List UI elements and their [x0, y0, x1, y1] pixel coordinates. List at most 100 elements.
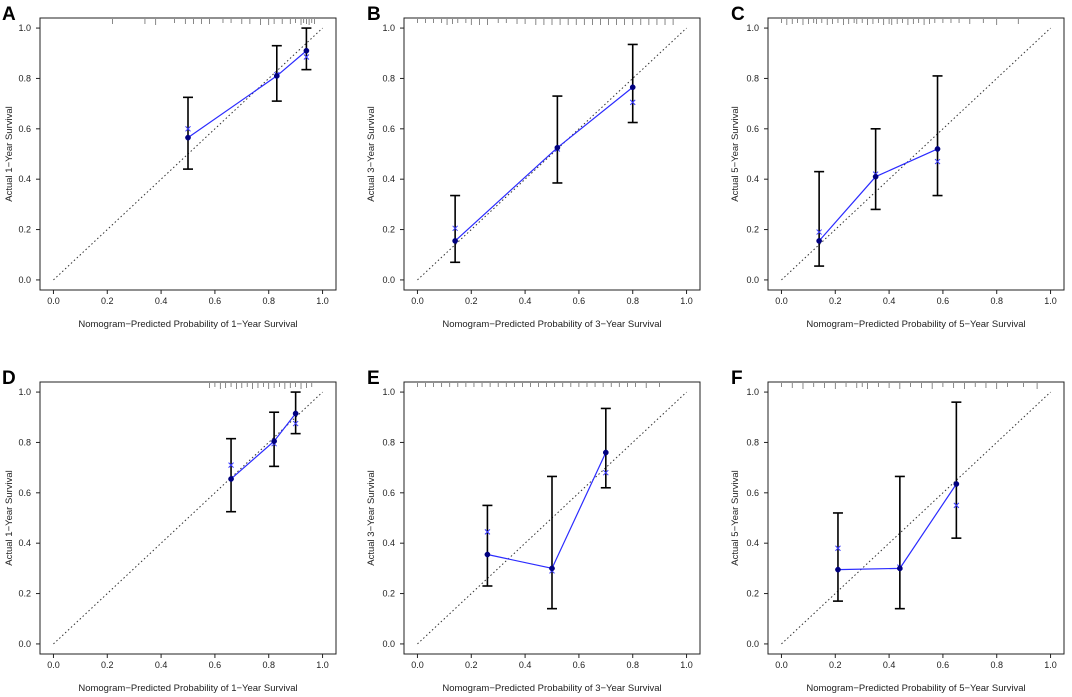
x-tick-label: 1.0	[680, 660, 693, 670]
y-tick-label: 1.0	[746, 387, 759, 397]
y-tick-label: 1.0	[746, 23, 759, 33]
x-tick-label: 0.2	[101, 296, 114, 306]
calibration-panel-c: C 0.0 0.0 0.2 0.2 0.4 0.4 0.6 0.6 0.8 0.8 1.0 1.0 Nom…	[730, 4, 1065, 330]
observed-point	[897, 565, 903, 572]
y-tick-label: 0.6	[746, 124, 759, 134]
panel-letter: B	[367, 4, 381, 25]
x-tick-label: 0.8	[626, 296, 639, 306]
calibration-line	[487, 452, 607, 570]
x-tick-label: 0.0	[47, 296, 60, 306]
bias-corrected-marker	[484, 528, 491, 535]
bias-corrected-marker	[228, 462, 234, 468]
plot-frame	[403, 17, 701, 291]
panel-letter: A	[2, 4, 16, 25]
y-tick-label: 0.2	[382, 225, 395, 235]
y-tick-label: 0.4	[382, 538, 395, 548]
y-tick-label: 0.0	[18, 275, 31, 285]
x-axis-title: Nomogram−Predicted Probability of 5−Year…	[806, 683, 1025, 694]
y-tick-label: 0.6	[382, 124, 395, 134]
y-axis-title: Actual 5−Year Survival	[730, 470, 741, 566]
observed-point	[303, 47, 310, 54]
y-tick-label: 0.2	[382, 589, 395, 599]
y-tick-label: 1.0	[18, 387, 31, 397]
x-tick-label: 0.8	[990, 660, 1003, 670]
plot-frame	[39, 17, 337, 291]
x-axis-title: Nomogram−Predicted Probability of 3−Year…	[442, 319, 661, 330]
y-tick-label: 0.8	[18, 437, 31, 447]
calibration-line	[187, 50, 307, 139]
ideal-diagonal-line	[417, 27, 687, 281]
bias-corrected-marker	[629, 99, 636, 106]
observed-point	[228, 476, 234, 482]
observed-point	[549, 565, 555, 572]
x-tick-label: 0.4	[155, 296, 168, 306]
y-tick-label: 0.8	[382, 437, 395, 447]
x-tick-label: 0.2	[829, 660, 842, 670]
x-tick-label: 0.4	[519, 660, 532, 670]
observed-point	[271, 438, 277, 445]
x-tick-label: 0.8	[262, 660, 275, 670]
observed-point	[629, 84, 636, 91]
observed-point	[292, 410, 299, 417]
x-axis-title: Nomogram−Predicted Probability of 1−Year…	[78, 683, 297, 694]
calibration-line	[837, 483, 957, 571]
y-axis-title: Actual 3−Year Survival	[366, 106, 377, 202]
calibration-line	[818, 148, 938, 242]
x-axis-title: Nomogram−Predicted Probability of 5−Year…	[806, 319, 1025, 330]
y-tick-label: 0.6	[382, 488, 395, 498]
x-tick-label: 0.6	[573, 296, 586, 306]
x-tick-label: 0.4	[883, 296, 896, 306]
ideal-diagonal-line	[781, 391, 1051, 645]
y-tick-label: 1.0	[382, 23, 395, 33]
calibration-panel-b: B 0.0 0.0 0.2 0.2 0.4 0.4 0.6 0.6 0.8 0.8 1.0 1.0 Nom…	[366, 4, 701, 330]
observed-point	[602, 449, 609, 456]
y-axis-title: Actual 3−Year Survival	[366, 470, 377, 566]
y-tick-label: 0.0	[382, 275, 395, 285]
plot-frame	[767, 17, 1065, 291]
bias-corrected-marker	[934, 158, 941, 165]
observed-point	[953, 481, 960, 487]
observed-point	[185, 134, 191, 141]
bias-corrected-marker	[602, 469, 609, 476]
x-tick-label: 0.2	[829, 296, 842, 306]
y-tick-label: 0.2	[18, 225, 31, 235]
y-tick-label: 0.8	[746, 73, 759, 83]
plot-frame	[403, 381, 701, 655]
y-tick-label: 0.0	[382, 639, 395, 649]
y-tick-label: 0.0	[18, 639, 31, 649]
bias-corrected-marker	[816, 229, 822, 235]
plot-frame	[767, 381, 1065, 655]
x-tick-label: 0.0	[775, 296, 788, 306]
x-tick-label: 0.0	[775, 660, 788, 670]
calibration-line	[454, 86, 634, 242]
bias-corrected-marker	[303, 54, 310, 60]
x-tick-label: 0.6	[209, 296, 222, 306]
x-tick-label: 0.8	[990, 296, 1003, 306]
y-tick-label: 0.4	[746, 538, 759, 548]
x-tick-label: 0.6	[937, 296, 950, 306]
y-axis-title: Actual 5−Year Survival	[730, 106, 741, 202]
x-tick-label: 0.6	[573, 660, 586, 670]
calibration-panel-f: F 0.0 0.0 0.2 0.2 0.4 0.4 0.6 0.6 0.8 0.8 1.0 1.0 Nom…	[730, 368, 1065, 694]
x-tick-label: 1.0	[316, 296, 329, 306]
plot-frame	[39, 381, 337, 655]
calibration-panel-e: E 0.0 0.0 0.2 0.2 0.4 0.4 0.6 0.6 0.8 0.8 1.0 1.0 Nom…	[366, 368, 701, 694]
panel-letter: E	[367, 368, 380, 389]
x-axis-title: Nomogram−Predicted Probability of 3−Year…	[442, 683, 661, 694]
y-tick-label: 0.6	[746, 488, 759, 498]
y-tick-label: 0.8	[18, 73, 31, 83]
y-tick-label: 1.0	[18, 23, 31, 33]
y-tick-label: 0.0	[746, 639, 759, 649]
x-tick-label: 0.0	[411, 296, 424, 306]
y-tick-label: 0.2	[18, 589, 31, 599]
x-tick-label: 0.2	[101, 660, 114, 670]
observed-point	[934, 146, 941, 152]
x-tick-label: 1.0	[680, 296, 693, 306]
observed-point	[273, 73, 280, 79]
y-tick-label: 0.6	[18, 124, 31, 134]
y-tick-label: 0.2	[746, 589, 759, 599]
bias-corrected-marker	[452, 225, 458, 232]
x-tick-label: 0.6	[209, 660, 222, 670]
ideal-diagonal-line	[781, 27, 1051, 281]
